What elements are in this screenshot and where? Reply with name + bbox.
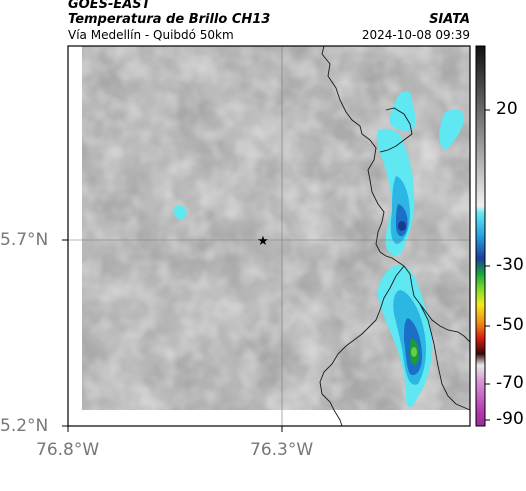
colorbar-label-minus90: -90 — [496, 409, 524, 429]
route-subtitle: Vía Medellín - Quibdó 50km — [68, 28, 234, 42]
boundary-line-south — [319, 265, 405, 427]
organization-label: SIATA — [429, 12, 470, 27]
colorbar-label-minus50: -50 — [496, 315, 524, 335]
lat-label-2: 5.2°N — [0, 416, 49, 436]
star-icon: ★ — [257, 234, 269, 249]
boundary-line-branch — [379, 107, 413, 153]
lon-label-2: 76.3°W — [250, 440, 314, 460]
boundary-line-north — [321, 45, 405, 267]
colorbar-label-minus70: -70 — [496, 373, 524, 393]
map-border — [67, 45, 471, 427]
cloud-cell-northeast — [439, 109, 465, 150]
colorbar-label-20: 20 — [496, 99, 518, 119]
cloud-cell-north — [389, 91, 416, 132]
cloud-cell-central-peak — [398, 221, 406, 231]
colorbar — [475, 45, 486, 427]
cloud-cell-south-peak — [411, 347, 417, 357]
product-title: Temperatura de Brillo CH13 — [68, 12, 271, 27]
lat-label-1: 5.7°N — [0, 230, 49, 250]
boundary-line-east — [403, 265, 471, 343]
satellite-name: GOES-EAST — [68, 0, 151, 12]
map-boundaries — [319, 45, 471, 427]
convective-clouds — [174, 91, 465, 408]
lon-label-1: 76.8°W — [36, 440, 100, 460]
colorbar-label-minus30: -30 — [496, 255, 524, 275]
cloud-cell-west — [174, 205, 187, 220]
datetime-label: 2024-10-08 09:39 — [361, 28, 470, 42]
boundary-line-lower — [419, 303, 471, 411]
